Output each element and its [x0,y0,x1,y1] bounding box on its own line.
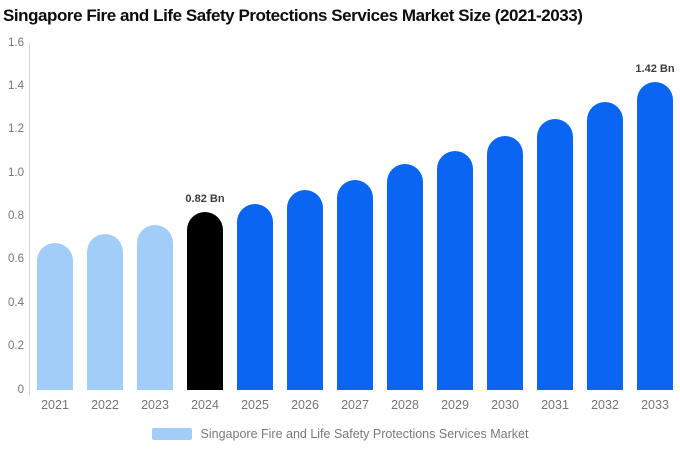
bar-cell-2023 [130,43,180,390]
bar-cell-2033: 1.42 Bn [630,43,680,390]
chart-title: Singapore Fire and Life Safety Protectio… [3,6,583,25]
legend-swatch-icon [151,428,192,440]
bar-cell-2026 [280,43,330,390]
bar-2024 [187,212,223,390]
x-label-2022: 2022 [91,398,119,412]
x-label-2024: 2024 [191,398,219,412]
bar-2032 [587,101,623,390]
plot-area: 0.82 Bn 1.42 Bn [30,43,680,390]
y-tick-1.0: 1.0 [8,166,24,179]
x-label-2033: 2033 [641,398,669,412]
bar-2026 [287,190,323,390]
x-label-2028: 2028 [391,398,419,412]
y-tick-0.4: 0.4 [8,296,24,309]
data-label-2033: 1.42 Bn [635,63,675,76]
bar-cell-2025 [230,43,280,390]
x-label-2025: 2025 [241,398,269,412]
bar-2023 [137,225,173,390]
bar-cell-2028 [380,43,430,390]
bar-2025 [237,203,273,390]
x-axis: 2021 2022 2023 2024 2025 2026 2027 2028 2029 2030… [30,398,680,412]
y-tick-0.6: 0.6 [8,253,24,266]
bar-2027 [337,179,373,390]
bar-2029 [437,151,473,390]
bar-2033 [637,82,673,390]
legend-label: Singapore Fire and Life Safety Protectio… [200,427,529,441]
bar-cell-2024: 0.82 Bn [180,43,230,390]
y-tick-1.2: 1.2 [8,123,24,136]
bar-2021 [37,242,73,390]
y-tick-1.4: 1.4 [8,79,24,92]
bar-cell-2032 [580,43,630,390]
bar-2031 [537,118,573,390]
x-label-2023: 2023 [141,398,169,412]
bar-cell-2029 [430,43,480,390]
x-label-2030: 2030 [491,398,519,412]
x-label-2032: 2032 [591,398,619,412]
bar-cell-2022 [80,43,130,390]
bar-cell-2021 [30,43,80,390]
bar-cell-2027 [330,43,380,390]
bar-cell-2030 [480,43,530,390]
x-label-2027: 2027 [341,398,369,412]
x-label-2029: 2029 [441,398,469,412]
legend[interactable]: Singapore Fire and Life Safety Protectio… [0,427,680,441]
y-tick-0: 0 [17,383,24,396]
x-label-2021: 2021 [41,398,69,412]
x-label-2026: 2026 [291,398,319,412]
y-axis-line [29,43,30,395]
bar-2022 [87,233,123,390]
x-label-2031: 2031 [541,398,569,412]
y-tick-1.6: 1.6 [8,36,24,49]
y-tick-0.8: 0.8 [8,210,24,222]
y-tick-0.2: 0.2 [8,340,24,353]
data-label-2024: 0.82 Bn [185,193,225,206]
bar-2028 [387,164,423,390]
bar-cell-2031 [530,43,580,390]
bar-2030 [487,136,523,390]
